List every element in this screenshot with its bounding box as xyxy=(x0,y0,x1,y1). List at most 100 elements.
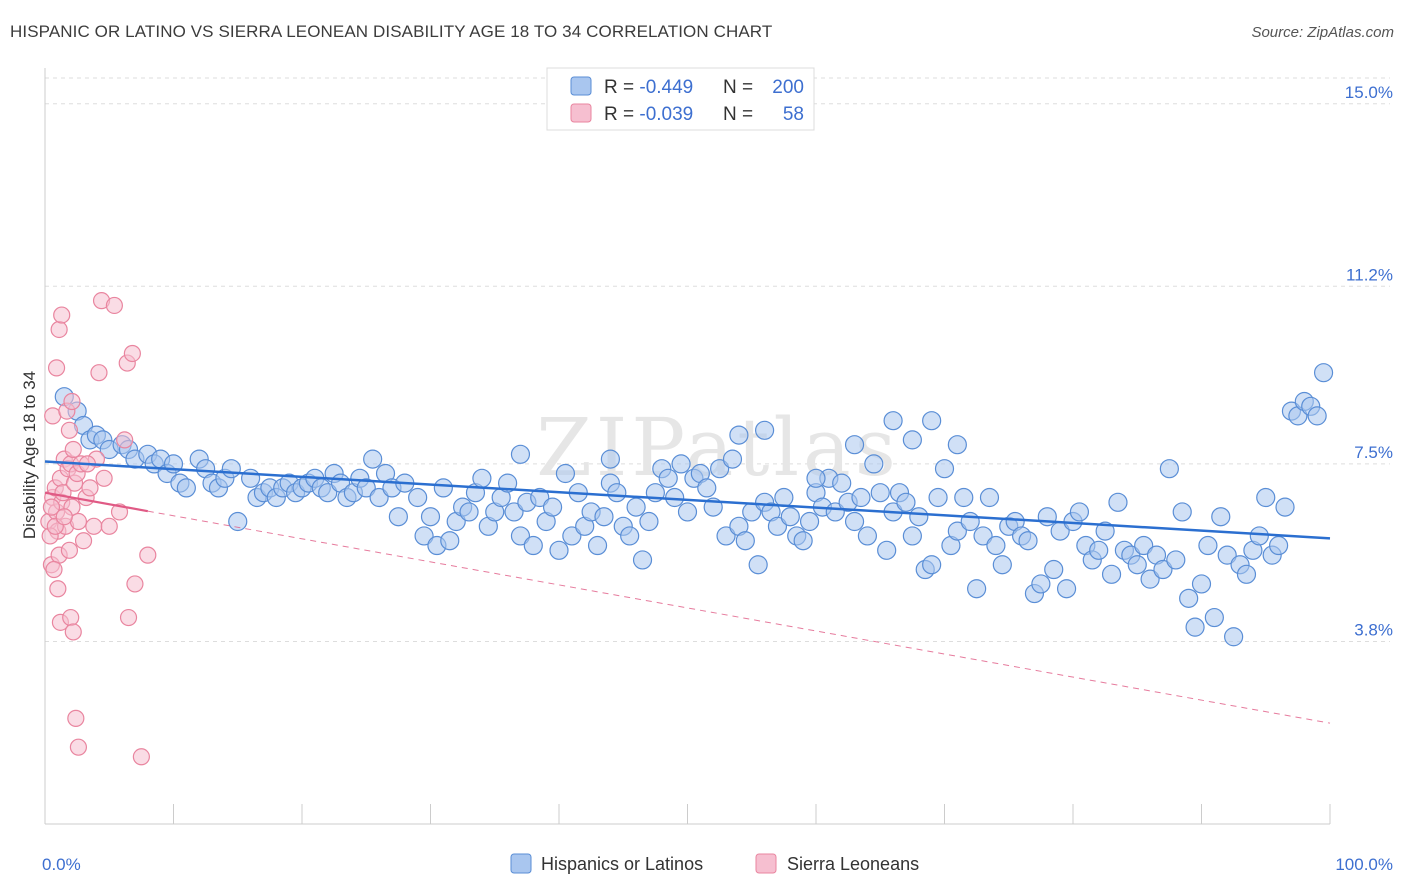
hispanic-point xyxy=(388,507,408,527)
y-tick-label: 7.5% xyxy=(1354,443,1393,462)
hispanic-point xyxy=(1256,487,1276,508)
hispanic-point xyxy=(722,449,743,469)
legend-r-label: R = xyxy=(604,77,639,98)
hispanic-point xyxy=(632,550,653,570)
hispanic-point xyxy=(1249,526,1269,546)
bottom-legend: Hispanics or Latinos Sierra Leoneans xyxy=(510,853,919,874)
sierra-point xyxy=(105,296,123,315)
hispanic-point xyxy=(979,487,1000,508)
x-tick-labels: 0.0% 100.0% xyxy=(42,855,1393,874)
hispanic-point xyxy=(1018,531,1038,551)
hispanic-point xyxy=(241,468,261,488)
legend-n-value: 200 xyxy=(772,77,804,98)
hispanic-point xyxy=(922,555,942,575)
hispanic-point xyxy=(1191,574,1212,594)
hispanic-point xyxy=(1275,497,1295,517)
hispanic-trend-line xyxy=(44,460,1331,540)
hispanic-point xyxy=(677,502,698,522)
series-hispanics-points xyxy=(54,363,1334,647)
hispanic-point xyxy=(1153,559,1173,580)
hispanic-point xyxy=(1056,579,1077,599)
sierra-point xyxy=(60,541,79,559)
sierra-point xyxy=(49,580,67,598)
legend-n-label: N = xyxy=(723,77,753,98)
series-sierra-points xyxy=(40,292,157,766)
hispanic-point xyxy=(710,459,730,479)
hispanic-point xyxy=(356,478,376,498)
grid-lines xyxy=(45,77,1390,643)
sierra-point xyxy=(119,608,138,627)
sierra-point xyxy=(63,392,81,411)
y-tick-label: 11.2% xyxy=(1346,265,1393,284)
hispanic-point xyxy=(498,473,518,493)
sierra-point xyxy=(42,498,61,516)
x-tick-label: 100.0% xyxy=(1335,855,1393,874)
hispanic-point xyxy=(928,487,948,508)
bottom-legend-label-hispanics: Hispanics or Latinos xyxy=(541,854,703,874)
hispanic-point xyxy=(992,555,1012,575)
legend-n-value: 58 xyxy=(783,104,804,125)
hispanic-point xyxy=(909,507,929,527)
hispanic-point xyxy=(620,526,640,546)
sierra-point xyxy=(139,546,157,564)
hispanic-point xyxy=(735,531,755,551)
hispanic-point xyxy=(844,435,865,455)
sierra-point xyxy=(126,575,144,593)
sierra-point xyxy=(50,320,68,339)
legend-r-value: -0.449 xyxy=(639,77,693,98)
legend-r-label: R = xyxy=(604,104,639,125)
svg-text:R = -0.449: R = -0.449 xyxy=(604,77,693,98)
sierra-point xyxy=(85,517,103,535)
hispanic-point xyxy=(1089,540,1109,560)
axes xyxy=(44,68,1331,825)
hispanic-point xyxy=(530,487,550,508)
hispanic-point xyxy=(639,511,659,532)
hispanic-point xyxy=(1044,559,1064,580)
bottom-legend-swatch-pink xyxy=(755,853,777,874)
hispanic-point xyxy=(1179,588,1199,608)
legend-n-label: N = xyxy=(723,104,753,125)
hispanic-point xyxy=(510,526,531,546)
hispanic-point xyxy=(1101,564,1122,584)
hispanic-point xyxy=(1172,502,1192,522)
svg-text:N =: N = xyxy=(723,104,753,125)
hispanic-point xyxy=(922,411,942,431)
sierra-point xyxy=(132,748,150,766)
hispanic-point xyxy=(729,425,749,445)
hispanic-point xyxy=(986,535,1006,556)
sierra-point xyxy=(64,440,82,459)
hispanic-point xyxy=(883,411,903,431)
hispanic-point xyxy=(877,540,897,560)
hispanic-point xyxy=(1211,507,1231,527)
hispanic-point xyxy=(472,468,492,488)
hispanic-point xyxy=(806,468,826,488)
hispanic-point xyxy=(626,497,646,517)
sierra-point xyxy=(74,532,93,550)
hispanic-point xyxy=(607,483,627,503)
y-tick-label: 15.0% xyxy=(1345,83,1393,102)
hispanic-point xyxy=(902,430,922,450)
hispanic-point xyxy=(523,535,543,556)
hispanic-point xyxy=(658,468,678,488)
hispanic-point xyxy=(896,492,916,512)
y-tick-label: 3.8% xyxy=(1354,621,1393,640)
hispanic-point xyxy=(600,449,621,469)
hispanic-point xyxy=(780,507,800,527)
hispanic-point xyxy=(754,420,775,440)
hispanic-point xyxy=(954,487,974,508)
hispanic-point xyxy=(671,454,691,474)
hispanic-point xyxy=(793,531,813,551)
hispanic-point xyxy=(562,526,582,546)
sierra-point xyxy=(62,608,80,627)
hispanic-point xyxy=(857,526,878,546)
bottom-legend-swatch-blue xyxy=(510,853,532,874)
hispanic-point xyxy=(542,497,563,517)
sierra-point xyxy=(95,469,113,487)
sierra-point xyxy=(47,359,66,377)
hispanic-point xyxy=(1185,617,1205,637)
hispanic-point xyxy=(1031,574,1051,594)
hispanic-point xyxy=(363,449,383,469)
trend-lines xyxy=(44,460,1331,724)
chart-title: HISPANIC OR LATINO VS SIERRA LEONEAN DIS… xyxy=(10,22,773,41)
sierra-point xyxy=(81,479,99,497)
